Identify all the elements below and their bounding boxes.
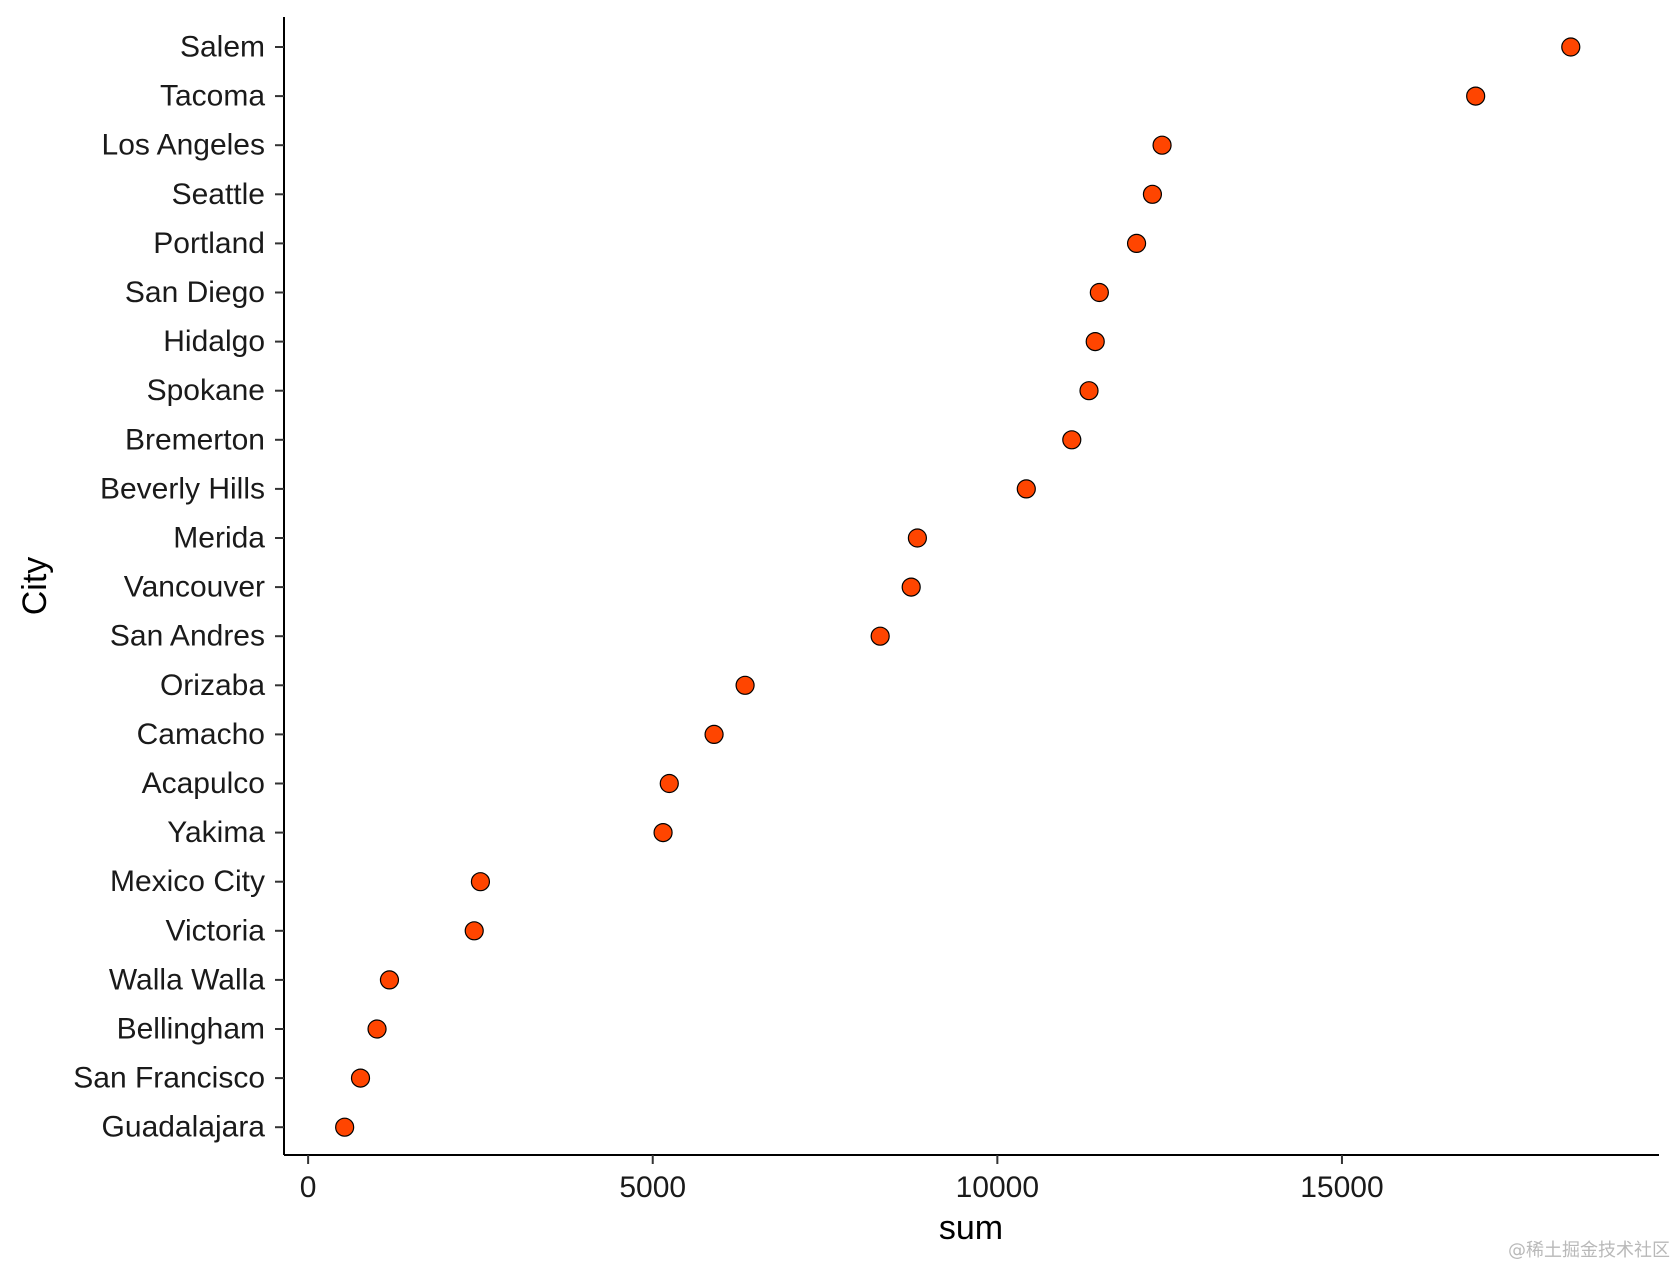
y-tick-label: Walla Walla bbox=[109, 963, 265, 996]
watermark: @稀土掘金技术社区 bbox=[1508, 1240, 1670, 1261]
y-tick-label: Hidalgo bbox=[163, 325, 265, 358]
data-point bbox=[901, 577, 921, 597]
x-axis-title: sum bbox=[939, 1209, 1003, 1247]
y-tick-label: Los Angeles bbox=[102, 129, 265, 162]
x-ticks: 0 5000 10000 15000 bbox=[300, 1155, 1384, 1204]
data-point bbox=[379, 970, 400, 990]
data-points bbox=[335, 37, 1581, 1137]
data-point bbox=[470, 872, 491, 892]
y-tick-label: Acapulco bbox=[142, 767, 265, 800]
x-tick-label: 10000 bbox=[956, 1171, 1039, 1204]
y-tick-label: Bremerton bbox=[125, 423, 265, 456]
y-tick-label: Vancouver bbox=[124, 571, 265, 604]
data-point bbox=[704, 724, 724, 745]
data-point bbox=[1062, 430, 1082, 450]
data-point bbox=[653, 822, 673, 843]
data-point bbox=[1085, 332, 1105, 352]
y-tick-label: Yakima bbox=[167, 816, 265, 849]
y-tick-label: Merida bbox=[173, 522, 265, 555]
y-ticks: Salem Tacoma Los Angeles Seattle Portland San… bbox=[73, 31, 284, 1144]
y-tick-label: Spokane bbox=[147, 374, 265, 407]
data-point bbox=[1142, 184, 1163, 204]
y-tick-label: Camacho bbox=[137, 718, 265, 751]
y-tick-label: San Diego bbox=[125, 276, 265, 309]
x-tick-label: 15000 bbox=[1300, 1171, 1383, 1204]
data-point bbox=[1089, 282, 1109, 303]
y-tick-label: Guadalajara bbox=[102, 1111, 266, 1144]
data-point bbox=[367, 1019, 387, 1039]
data-point bbox=[659, 773, 679, 794]
data-point bbox=[1079, 381, 1099, 401]
y-tick-label: San Andres bbox=[110, 620, 265, 653]
data-point bbox=[907, 528, 927, 548]
y-tick-label: San Francisco bbox=[73, 1062, 265, 1095]
axes bbox=[283, 17, 1659, 1156]
data-point bbox=[1561, 37, 1581, 57]
y-tick-label: Salem bbox=[180, 31, 265, 64]
x-tick-label: 0 bbox=[300, 1171, 317, 1204]
y-tick-label: Orizaba bbox=[160, 669, 265, 702]
y-tick-label: Seattle bbox=[172, 178, 265, 211]
y-tick-label: Portland bbox=[153, 227, 265, 260]
y-tick-label: Bellingham bbox=[117, 1013, 265, 1046]
data-point bbox=[1466, 86, 1486, 106]
data-point bbox=[1126, 233, 1147, 253]
data-point bbox=[1152, 135, 1172, 155]
data-point bbox=[1016, 479, 1036, 499]
y-tick-label: Beverly Hills bbox=[100, 472, 265, 505]
y-tick-label: Victoria bbox=[166, 914, 266, 947]
data-point bbox=[350, 1068, 371, 1088]
y-axis-title: City bbox=[16, 557, 54, 616]
data-point bbox=[464, 921, 484, 941]
y-tick-label: Tacoma bbox=[160, 80, 265, 113]
data-point bbox=[335, 1117, 355, 1137]
y-tick-label: Mexico City bbox=[110, 865, 265, 898]
data-point bbox=[735, 675, 755, 695]
data-point bbox=[870, 626, 890, 646]
x-tick-label: 5000 bbox=[619, 1171, 686, 1204]
